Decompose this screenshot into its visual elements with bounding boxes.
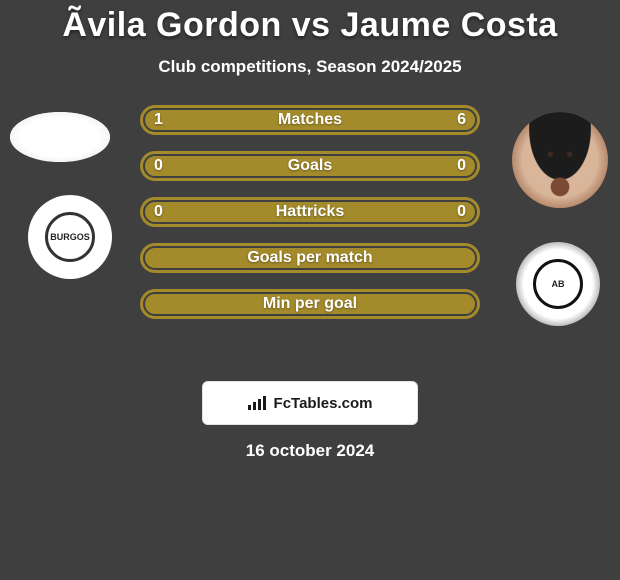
page-title: Ãvila Gordon vs Jaume Costa <box>0 0 620 45</box>
stat-value-right: 6 <box>457 111 466 129</box>
stat-label: Matches <box>278 111 342 129</box>
club-badge-label: BURGOS <box>50 232 90 242</box>
stat-label: Hattricks <box>276 203 344 221</box>
stat-bar: Goals per match <box>140 243 480 273</box>
stat-bar: 1 Matches 6 <box>140 105 480 135</box>
right-player-avatar <box>512 112 608 208</box>
bar-chart-icon <box>248 396 268 410</box>
stat-value-right: 0 <box>457 157 466 175</box>
left-player-avatar <box>10 112 110 162</box>
stat-bars: 1 Matches 6 0 Goals 0 0 Hattricks 0 Goals per mat… <box>140 105 480 319</box>
left-club-badge: BURGOS <box>28 195 112 279</box>
stat-bar: Min per goal <box>140 289 480 319</box>
date-label: 16 october 2024 <box>0 441 620 461</box>
club-badge-label: AB <box>551 279 564 289</box>
stat-value-left: 1 <box>154 111 163 129</box>
stat-bar: 0 Goals 0 <box>140 151 480 181</box>
stat-label: Goals <box>288 157 332 175</box>
stat-bar: 0 Hattricks 0 <box>140 197 480 227</box>
subtitle: Club competitions, Season 2024/2025 <box>0 57 620 77</box>
player-face-icon <box>512 112 608 208</box>
stat-value-left: 0 <box>154 203 163 221</box>
stat-label: Min per goal <box>263 295 357 313</box>
stat-value-right: 0 <box>457 203 466 221</box>
stat-label: Goals per match <box>247 249 372 267</box>
stats-area: BURGOS AB 1 Matches 6 0 Goals 0 0 Hattricks 0 Goa… <box>0 105 620 365</box>
stat-value-left: 0 <box>154 157 163 175</box>
club-badge-icon: AB <box>533 259 583 309</box>
watermark-text: FcTables.com <box>274 395 373 412</box>
right-club-badge: AB <box>516 242 600 326</box>
watermark: FcTables.com <box>202 381 418 425</box>
club-badge-icon: BURGOS <box>45 212 95 262</box>
comparison-card: Ãvila Gordon vs Jaume Costa Club competi… <box>0 0 620 580</box>
